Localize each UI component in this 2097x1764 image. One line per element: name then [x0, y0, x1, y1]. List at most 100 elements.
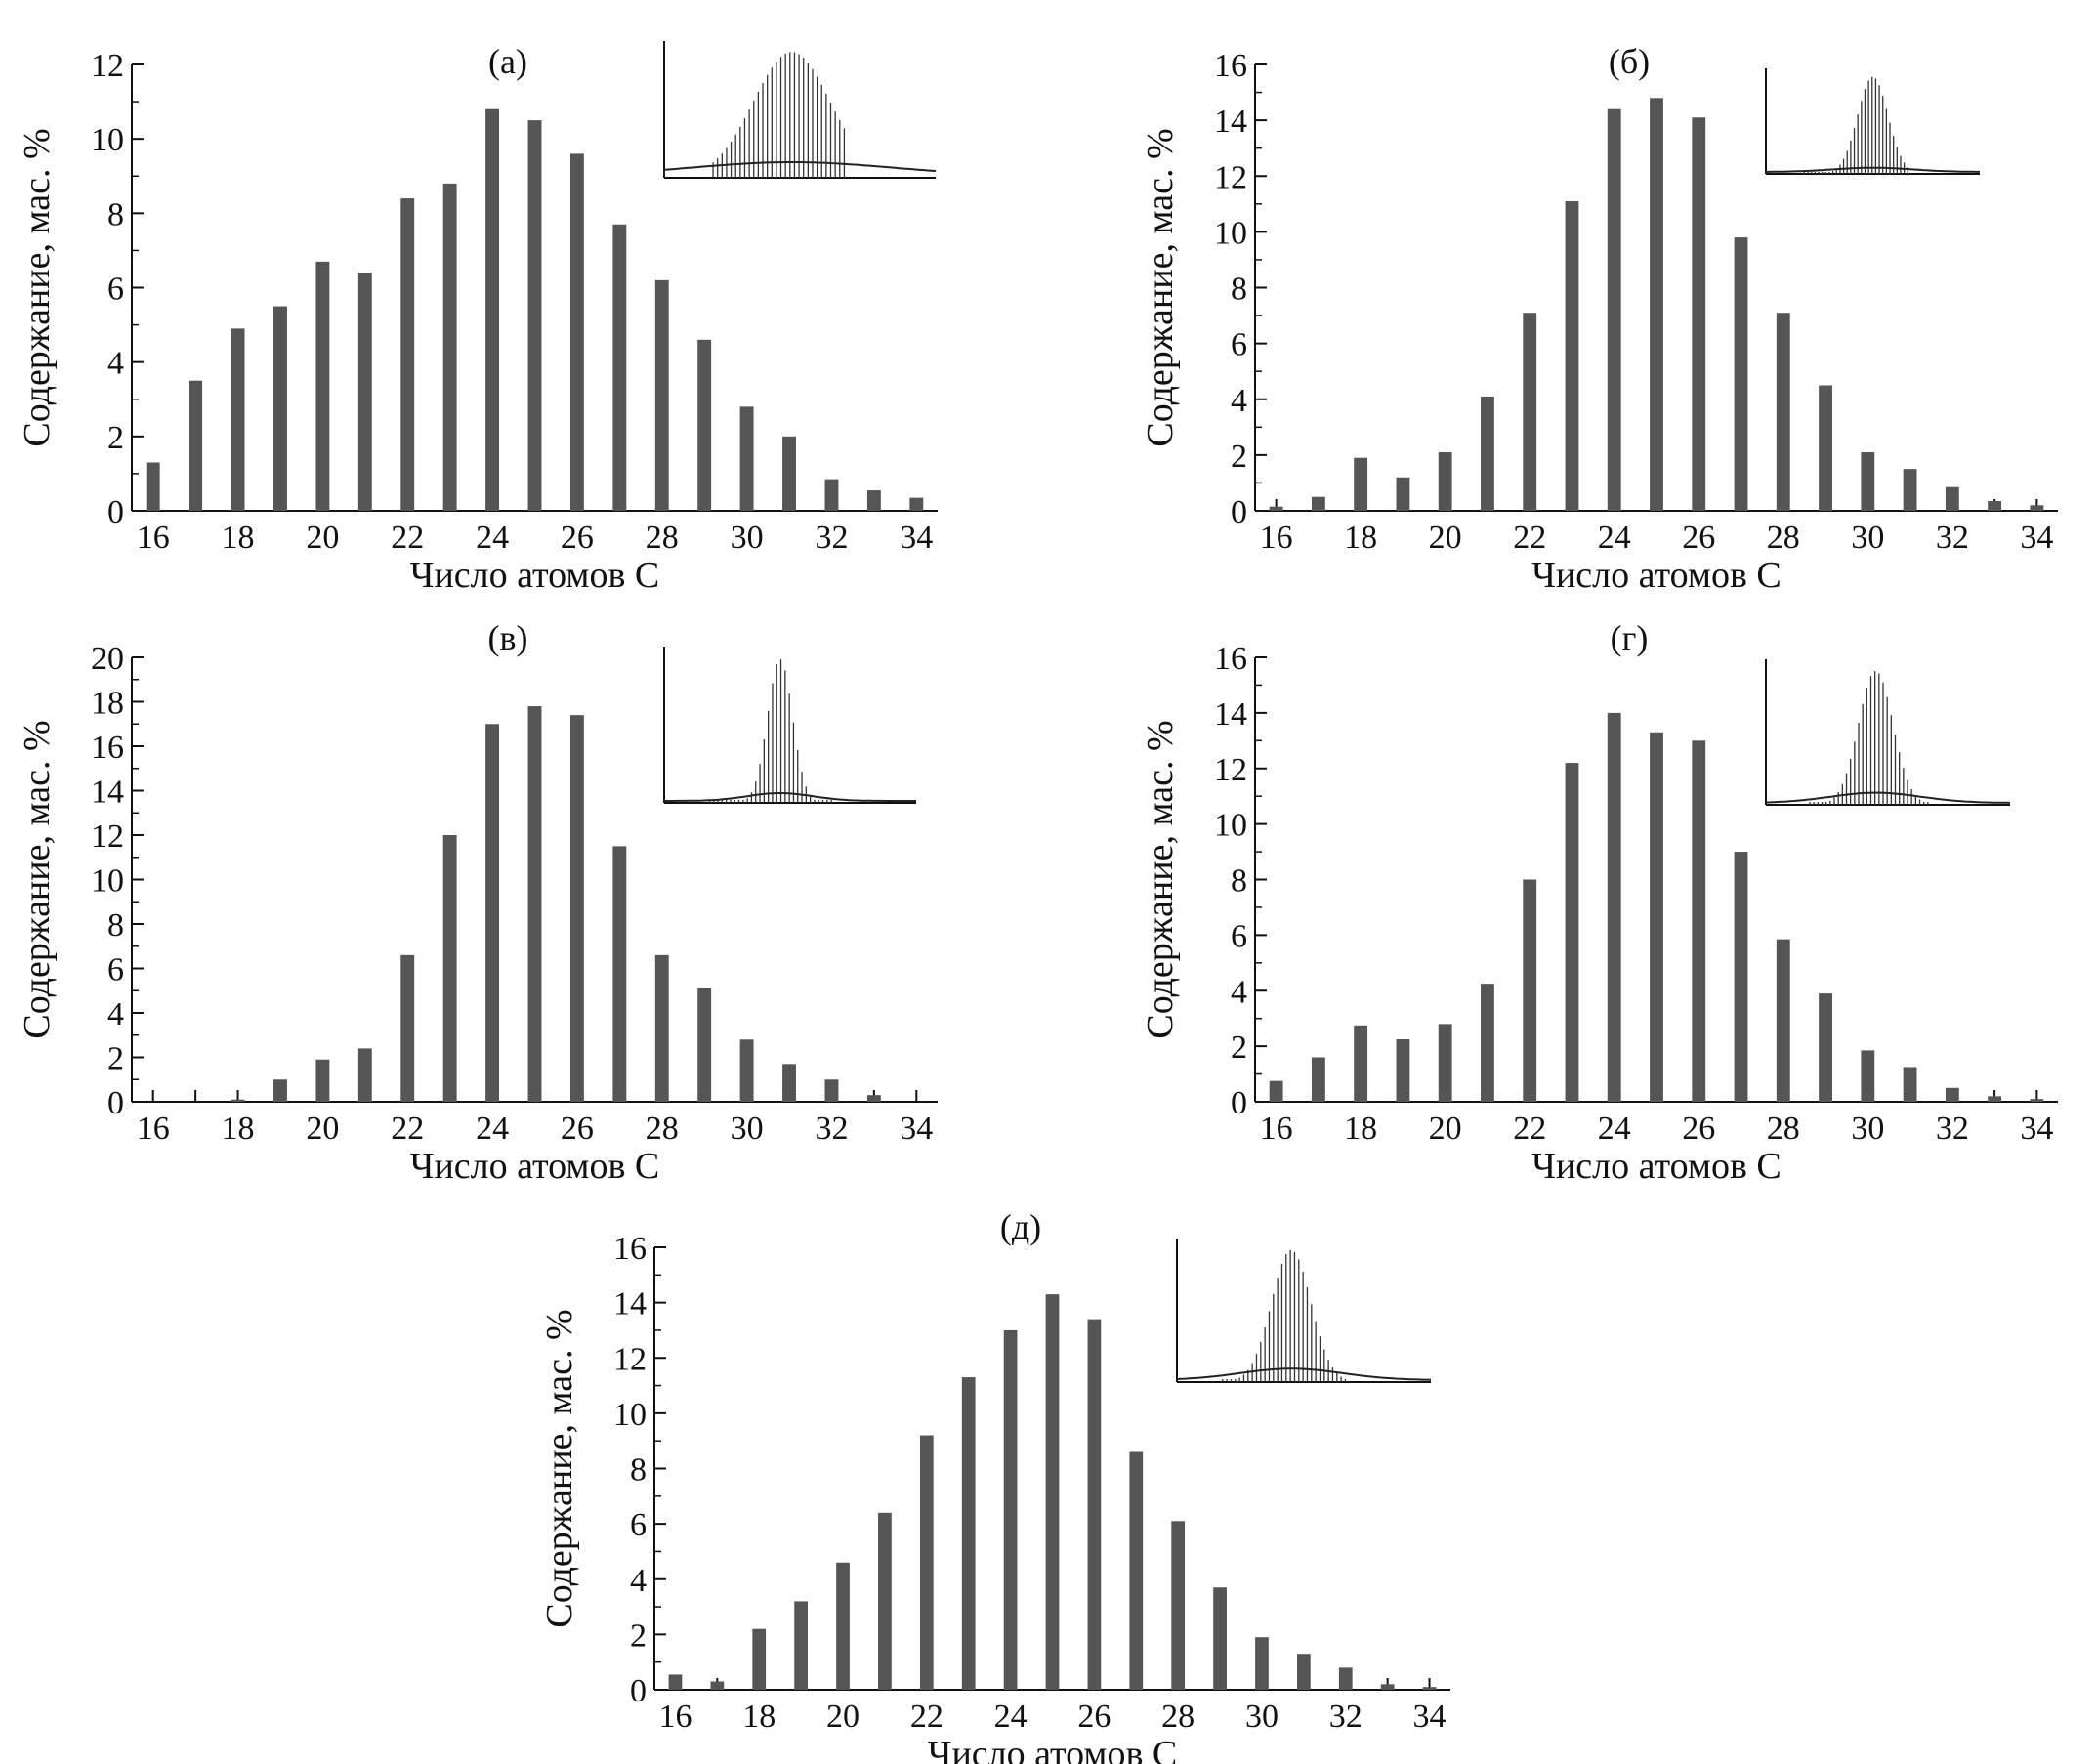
y-tick-label: 2	[630, 1617, 647, 1654]
y-tick-label: 4	[107, 996, 124, 1032]
y-tick-label: 6	[630, 1507, 647, 1543]
y-tick-label: 2	[1231, 1029, 1247, 1066]
bar-c16	[1269, 1080, 1283, 1102]
bar-c32	[1945, 1087, 1959, 1102]
y-tick-label: 4	[107, 346, 124, 382]
bar-c24	[485, 108, 500, 511]
bar-c28	[1171, 1521, 1186, 1690]
y-tick-label: 10	[91, 863, 124, 900]
x-tick-label: 28	[1161, 1699, 1195, 1735]
y-tick-label: 2	[107, 420, 124, 456]
y-tick-label: 16	[1214, 641, 1247, 677]
y-axis-title: Содержание, мас. %	[17, 720, 58, 1038]
bar-c21	[357, 1048, 372, 1102]
bar-c17	[1311, 496, 1325, 511]
bar-c27	[1734, 237, 1748, 511]
bar-c24	[1003, 1329, 1018, 1690]
y-tick-label: 20	[91, 641, 124, 677]
bar-c24	[485, 724, 500, 1102]
bar-c25	[527, 706, 542, 1102]
bar-c19	[794, 1601, 808, 1690]
bar-c27	[1129, 1451, 1144, 1690]
bar-c17	[1311, 1057, 1325, 1102]
x-tick-label: 18	[1344, 520, 1377, 556]
bar-c20	[1438, 1024, 1452, 1102]
x-tick-label: 22	[1513, 520, 1546, 556]
x-tick-label: 20	[306, 520, 339, 556]
y-tick-label: 10	[613, 1397, 647, 1433]
inset-baseline	[1765, 166, 1980, 173]
inset-chromatogram	[1765, 659, 2011, 806]
bar-c23	[961, 1377, 976, 1690]
x-tick-label: 30	[1851, 520, 1884, 556]
y-tick-label: 0	[107, 1085, 124, 1121]
bar-c31	[1903, 469, 1917, 511]
bar-c20	[836, 1562, 850, 1690]
y-tick-label: 0	[1231, 1085, 1247, 1121]
bar-c27	[612, 224, 627, 511]
panel-label: (в)	[488, 618, 528, 657]
bar-c26	[1692, 740, 1706, 1102]
bar-c30	[1861, 1050, 1875, 1102]
bar-c23	[1565, 200, 1579, 512]
inset-baseline	[663, 161, 937, 176]
x-tick-label: 20	[1429, 520, 1462, 556]
y-axis-title: Содержание, мас. %	[1140, 128, 1181, 446]
bar-c33	[866, 490, 881, 511]
bar-c25	[1650, 98, 1663, 512]
y-tick-label: 6	[1231, 918, 1247, 954]
panel-label: (а)	[488, 42, 527, 81]
y-tick-label: 8	[107, 196, 124, 232]
y-tick-label: 12	[1214, 159, 1247, 195]
x-tick-label: 18	[222, 1111, 255, 1147]
x-axis-title: Число атомов С	[928, 1734, 1177, 1764]
x-axis-title: Число атомов С	[410, 555, 659, 596]
y-tick-label: 8	[1231, 863, 1247, 900]
y-tick-label: 16	[1214, 48, 1247, 84]
bar-c20	[1438, 452, 1452, 511]
x-tick-label: 28	[646, 520, 679, 556]
bar-c22	[1523, 879, 1537, 1102]
inset-chromatogram	[1176, 1239, 1432, 1383]
bar-c27	[612, 846, 627, 1102]
x-tick-label: 18	[742, 1699, 776, 1735]
x-tick-label: 20	[306, 1111, 339, 1147]
bar-c34	[2030, 1099, 2044, 1102]
y-tick-label: 8	[107, 907, 124, 944]
x-tick-label: 30	[1245, 1699, 1279, 1735]
x-tick-label: 24	[1598, 1111, 1631, 1147]
y-tick-label: 6	[107, 952, 124, 988]
bar-c33	[1380, 1684, 1395, 1690]
bar-c18	[1354, 1025, 1368, 1102]
bar-c29	[1819, 385, 1832, 511]
x-tick-label: 16	[1260, 520, 1293, 556]
bar-c28	[1776, 939, 1790, 1102]
bar-c21	[1481, 396, 1494, 511]
panel-label: (б)	[1609, 42, 1650, 81]
y-tick-label: 12	[613, 1341, 647, 1377]
x-tick-label: 24	[1598, 520, 1631, 556]
x-tick-label: 22	[910, 1699, 944, 1735]
bar-c23	[1565, 763, 1579, 1102]
y-tick-label: 4	[1231, 383, 1247, 419]
x-tick-label: 26	[561, 520, 594, 556]
bar-c26	[1692, 117, 1706, 512]
y-tick-label: 0	[107, 494, 124, 530]
bar-c25	[527, 120, 542, 511]
bar-c33	[1988, 501, 2002, 511]
x-tick-label: 32	[1936, 520, 1969, 556]
y-tick-label: 6	[107, 272, 124, 308]
x-tick-label: 26	[1682, 1111, 1715, 1147]
bar-c30	[739, 406, 754, 511]
x-tick-label: 32	[815, 520, 848, 556]
x-tick-label: 34	[1413, 1699, 1447, 1735]
bar-c31	[782, 1064, 796, 1102]
bar-c29	[697, 339, 712, 511]
x-tick-label: 34	[900, 1111, 933, 1147]
y-tick-label: 14	[1214, 104, 1247, 140]
bar-c33	[866, 1095, 881, 1102]
